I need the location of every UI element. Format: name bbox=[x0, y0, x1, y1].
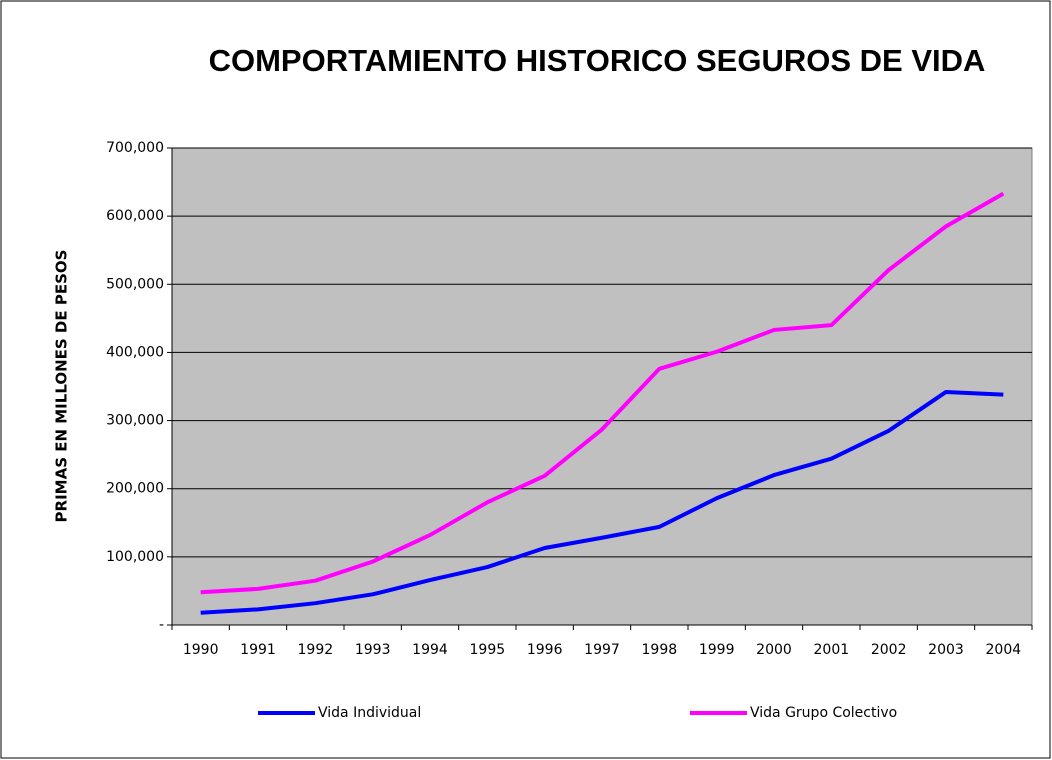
x-tick-label: 1993 bbox=[355, 642, 391, 658]
plot-area bbox=[171, 147, 1033, 626]
legend-label: Vida Individual bbox=[318, 705, 421, 721]
y-tick-label: 400,000 bbox=[106, 344, 164, 360]
y-tick-label: 700,000 bbox=[106, 140, 164, 156]
x-tick-label: 2004 bbox=[986, 642, 1022, 658]
series-line bbox=[200, 389, 1004, 615]
x-tick-label: 1991 bbox=[240, 642, 276, 658]
y-tick-label: 200,000 bbox=[106, 481, 164, 497]
x-tick-label: 1994 bbox=[412, 642, 448, 658]
legend-label: Vida Grupo Colectivo bbox=[750, 705, 897, 721]
x-tick-label: 1998 bbox=[642, 642, 678, 658]
x-tick-label: 2000 bbox=[756, 642, 792, 658]
y-axis-label: PRIMAS EN MILLONES DE PESOS bbox=[53, 250, 71, 523]
y-tick-label: 500,000 bbox=[106, 276, 164, 292]
x-tick-label: 1996 bbox=[527, 642, 563, 658]
x-tick-label: 2001 bbox=[814, 642, 850, 658]
x-tick-label: 1990 bbox=[183, 642, 219, 658]
y-tick-label: 600,000 bbox=[106, 208, 164, 224]
y-tick-label: 100,000 bbox=[106, 549, 164, 565]
y-tick-label: 300,000 bbox=[106, 413, 164, 429]
x-tick-label: 1992 bbox=[298, 642, 334, 658]
x-tick-label: 2003 bbox=[928, 642, 964, 658]
series-line bbox=[200, 191, 1005, 595]
x-tick-label: 1999 bbox=[699, 642, 735, 658]
x-tick-label: 2002 bbox=[871, 642, 907, 658]
x-tick-label: 1995 bbox=[470, 642, 506, 658]
x-tick-label: 1997 bbox=[584, 642, 620, 658]
y-tick-label: - bbox=[159, 617, 164, 633]
chart-title: COMPORTAMIENTO HISTORICO SEGUROS DE VIDA bbox=[208, 43, 986, 78]
